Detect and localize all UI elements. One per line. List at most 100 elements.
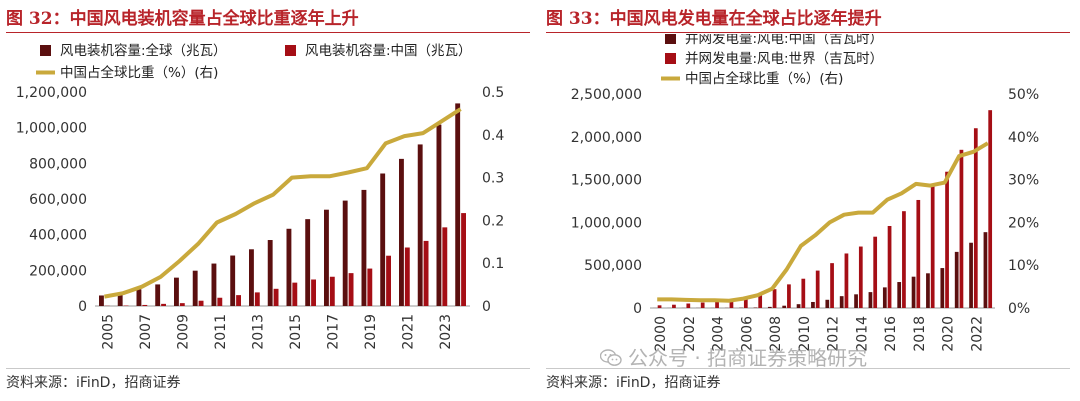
bar-series-2 <box>179 303 185 306</box>
watermark-text: 公众号 · 招商证券策略研究 <box>628 346 868 370</box>
bar-series-2 <box>292 282 298 306</box>
bar-series-2 <box>161 303 166 306</box>
left-axis-tick-label: 200,000 <box>29 263 87 279</box>
bar-series-2 <box>686 303 691 308</box>
left-axis-tick-label: 800,000 <box>29 156 87 172</box>
x-axis-tick-label: 2023 <box>438 314 454 350</box>
bar-series-2 <box>887 225 892 308</box>
bar-series-2 <box>311 279 316 306</box>
legend-swatch <box>665 53 676 64</box>
bar-series-2 <box>916 199 921 308</box>
bar-series-1 <box>230 255 236 306</box>
x-axis-tick-label: 2011 <box>213 314 229 350</box>
x-axis-tick-label: 2015 <box>288 314 304 350</box>
left-axis-tick-label: 1,200,000 <box>16 85 87 101</box>
bar-series-2 <box>236 295 241 306</box>
bar-series-2 <box>758 293 763 308</box>
bar-series-1 <box>839 296 844 308</box>
bar-series-2 <box>672 304 676 308</box>
bar-series-1 <box>811 301 815 308</box>
left-axis-tick-label: 0 <box>78 299 87 315</box>
bar-series-1 <box>926 273 930 308</box>
bar-series-2 <box>217 297 223 306</box>
bar-series-1 <box>136 289 142 306</box>
left-axis-tick-label: 1,000,000 <box>16 121 87 137</box>
x-axis-tick-label: 2017 <box>325 314 341 350</box>
bar-series-2 <box>729 299 734 308</box>
legend-swatch <box>665 34 676 44</box>
right-axis-tick-label: 0.1 <box>482 256 504 272</box>
bar-series-1 <box>249 249 254 306</box>
line-share-series <box>104 107 462 299</box>
bar-series-2 <box>844 253 849 308</box>
bar-series-2 <box>142 304 148 306</box>
right-axis-tick-label: 0.2 <box>482 213 504 229</box>
bar-series-1 <box>911 276 916 308</box>
source-divider <box>546 368 1070 369</box>
x-axis-tick-label: 2014 <box>854 316 870 352</box>
source-divider <box>6 368 530 369</box>
bar-series-1 <box>155 284 161 306</box>
bar-series-2 <box>386 255 391 306</box>
x-axis-tick-label: 2009 <box>175 314 191 350</box>
bar-series-2 <box>830 263 834 308</box>
source-note: 资料来源：iFinD，招商证券 <box>6 375 181 391</box>
title-divider <box>6 32 530 33</box>
x-axis-tick-label: 2004 <box>711 316 727 352</box>
bar-series-2 <box>715 300 719 308</box>
bar-series-2 <box>700 302 705 308</box>
left-axis-tick-label: 2,000,000 <box>571 130 642 146</box>
bar-series-1 <box>940 268 945 308</box>
right-axis-tick-label: 0 <box>482 299 491 315</box>
watermark: 公众号 · 招商证券策略研究 <box>600 342 867 371</box>
x-axis-tick-label: 2022 <box>969 316 985 352</box>
bar-series-1 <box>882 287 887 308</box>
bar-series-2 <box>973 128 978 308</box>
bar-series-2 <box>988 110 993 308</box>
left-axis-tick-label: 1,000,000 <box>571 215 642 231</box>
x-axis-tick-label: 2005 <box>100 314 116 350</box>
right-axis-tick-label: 40% <box>1008 130 1039 146</box>
figure-title: 图 33：中国风电发电量在全球占比逐年提升 <box>546 9 882 29</box>
bar-series-2 <box>743 296 748 308</box>
legend-swatch <box>40 45 51 56</box>
x-axis-tick-label: 2008 <box>768 316 784 352</box>
figure-title: 图 32：中国风电装机容量占全球比重逐年上升 <box>6 9 359 29</box>
x-axis-tick-label: 2013 <box>250 314 266 350</box>
bar-series-1 <box>897 282 902 308</box>
bar-series-1 <box>868 292 873 308</box>
legend-label: 风电装机容量:中国（兆瓦） <box>305 42 472 59</box>
x-axis-tick-label: 2007 <box>138 314 154 350</box>
x-axis-tick-label: 2002 <box>682 316 698 352</box>
left-axis-tick-label: 2,500,000 <box>571 87 642 103</box>
bar-series-1 <box>286 228 292 306</box>
bar-series-2 <box>902 211 906 308</box>
right-axis-tick-label: 50% <box>1008 87 1039 103</box>
bar-series-2 <box>657 305 662 308</box>
bar-series-1 <box>399 158 404 306</box>
bar-series-2 <box>329 276 335 306</box>
right-axis-tick-label: 10% <box>1008 258 1039 274</box>
bar-series-2 <box>404 247 410 306</box>
bar-series-2 <box>930 186 935 308</box>
bar-series-1 <box>342 200 348 306</box>
left-axis-tick-label: 400,000 <box>29 228 87 244</box>
x-axis-tick-label: 2006 <box>739 316 755 352</box>
bar-series-1 <box>99 295 104 306</box>
bar-series-1 <box>417 144 423 306</box>
right-axis-tick-label: 0.3 <box>482 171 504 187</box>
bar-series-1 <box>436 124 442 306</box>
bar-series-1 <box>782 305 787 308</box>
x-axis-tick-label: 2018 <box>912 316 928 352</box>
bar-series-1 <box>174 277 179 306</box>
bar-series-1 <box>767 306 772 308</box>
right-axis-tick-label: 0.5 <box>482 85 504 101</box>
x-axis-tick-label: 2012 <box>826 316 842 352</box>
line-share-series <box>657 141 989 303</box>
bar-series-1 <box>796 304 801 308</box>
bar-series-2 <box>348 273 354 306</box>
source-note: 资料来源：iFinD，招商证券 <box>546 375 721 391</box>
bar-series-2 <box>772 289 777 308</box>
bar-series-1 <box>854 294 858 308</box>
bar-series-1 <box>380 173 386 306</box>
